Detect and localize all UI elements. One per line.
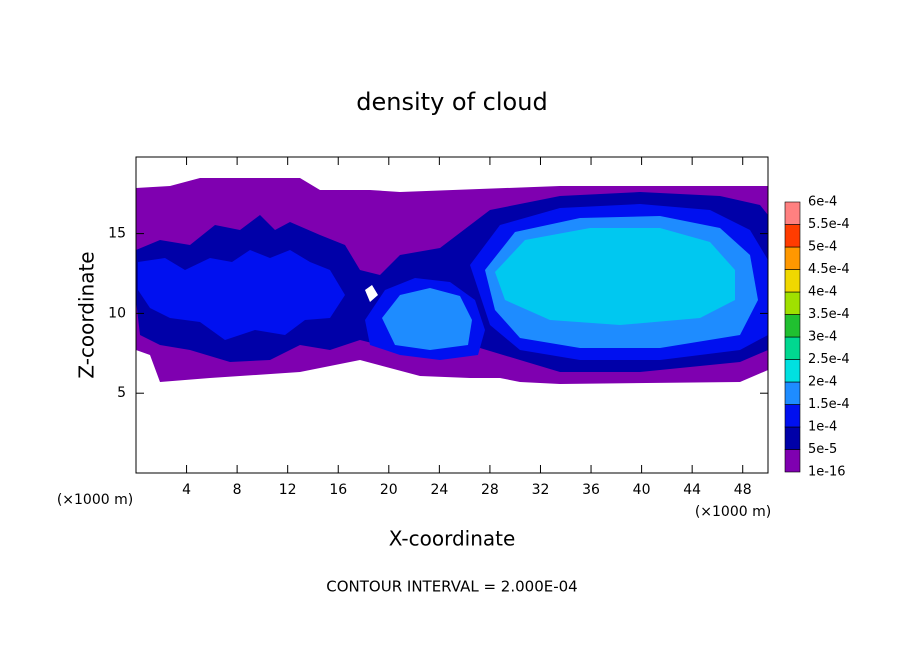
colorbar-label: 5e-5 <box>808 442 837 457</box>
colorbar-label: 1e-16 <box>808 465 846 480</box>
colorbar-label: 3.5e-4 <box>808 307 850 322</box>
level-1e-4-left <box>138 250 345 340</box>
x-tick-label: 4 <box>182 482 191 498</box>
x-tick-label: 8 <box>233 482 242 498</box>
colorbar-box <box>784 201 801 225</box>
colorbar-box <box>784 404 801 428</box>
x-tick-label: 40 <box>633 482 651 498</box>
y-tick-label: 10 <box>108 305 126 321</box>
colorbar-label: 2e-4 <box>808 375 837 390</box>
x-tick-label: 48 <box>734 482 752 498</box>
colorbar-box <box>784 336 801 360</box>
x-tick-label: 16 <box>329 482 347 498</box>
level-2e-4 <box>495 228 735 325</box>
x-tick-label: 44 <box>683 482 701 498</box>
x-tick-label: 12 <box>279 482 297 498</box>
chart-title: density of cloud <box>356 88 547 116</box>
colorbar-label: 1.5e-4 <box>808 397 850 412</box>
y-axis-label: Z-coordinate <box>75 251 99 378</box>
x-tick-label: 28 <box>481 482 499 498</box>
colorbar-box <box>784 359 801 383</box>
contour-note: CONTOUR INTERVAL = 2.000E-04 <box>326 578 577 596</box>
y-tick-label: 15 <box>108 226 126 242</box>
x-unit: (×1000 m) <box>695 504 771 520</box>
colorbar-box <box>784 224 801 248</box>
plot-frame <box>135 156 769 474</box>
x-axis-label: X-coordinate <box>389 527 516 551</box>
colorbar-label: 4e-4 <box>808 285 837 300</box>
colorbar-box <box>784 291 801 315</box>
colorbar-box <box>784 246 801 270</box>
colorbar-label: 5.5e-4 <box>808 217 850 232</box>
colorbar-label: 5e-4 <box>808 240 837 255</box>
colorbar-box <box>784 449 801 473</box>
colorbar-label: 4.5e-4 <box>808 262 850 277</box>
colorbar-box <box>784 381 801 405</box>
colorbar-label: 3e-4 <box>808 330 837 345</box>
y-unit: (×1000 m) <box>57 492 133 508</box>
colorbar-label: 6e-4 <box>808 195 837 210</box>
gap-white <box>365 285 378 302</box>
x-tick-label: 20 <box>380 482 398 498</box>
level-1-5e-4-mid <box>382 288 472 350</box>
colorbar-box <box>784 426 801 450</box>
x-tick-label: 24 <box>430 482 448 498</box>
density-field <box>136 178 768 384</box>
y-tick-label: 5 <box>117 385 126 401</box>
colorbar-label: 2.5e-4 <box>808 352 850 367</box>
x-tick-label: 36 <box>582 482 600 498</box>
colorbar-box <box>784 269 801 293</box>
x-tick-label: 32 <box>532 482 550 498</box>
colorbar-box <box>784 314 801 338</box>
colorbar-label: 1e-4 <box>808 420 837 435</box>
